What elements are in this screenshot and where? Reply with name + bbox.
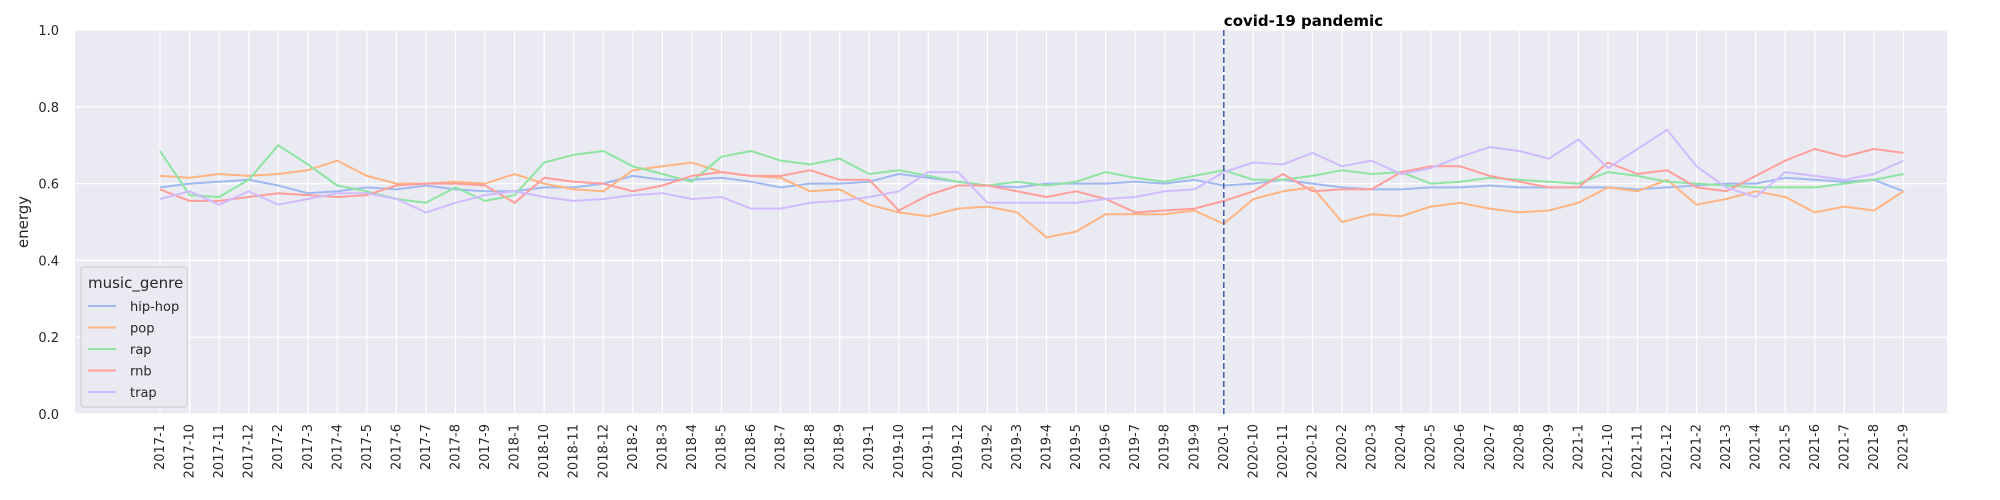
legend-box [80,266,188,408]
x-tick-label: 2019-5 [1069,424,1084,470]
x-tick-label: 2020-10 [1246,424,1261,478]
x-tick-label: 2018-11 [567,424,582,478]
x-tick-label: 2021-1 [1571,424,1586,470]
x-tick-label: 2019-10 [892,424,907,478]
legend-label-hip-hop: hip-hop [130,300,179,315]
x-tick-label: 2019-8 [1158,424,1173,470]
x-tick-label: 2018-10 [537,424,552,478]
y-tick-label: 0.4 [38,254,59,269]
x-ticks: 2017-1 2017-10 2017-11 2017-12 2017-2 2017-3 2… [153,424,1911,478]
x-tick-label: 2021-6 [1808,424,1823,470]
legend: music_genre hip-hop pop rap rnb trap [80,266,188,408]
x-tick-label: 2017-12 [242,424,257,478]
y-tick-label: 1.0 [38,24,59,39]
x-tick-label: 2019-6 [1099,424,1114,470]
legend-label-rap: rap [130,343,152,358]
x-tick-label: 2019-1 [862,424,877,470]
x-tick-label: 2020-11 [1276,424,1291,478]
plot-background [75,30,1947,414]
legend-label-rnb: rnb [130,365,152,380]
x-tick-label: 2017-10 [183,424,198,478]
x-tick-label: 2017-3 [301,424,316,470]
x-tick-label: 2021-7 [1837,424,1852,470]
x-tick-label: 2017-1 [153,424,168,470]
series-lines [159,128,1905,239]
x-tick-label: 2017-8 [449,424,464,470]
x-tick-label: 2021-11 [1631,424,1646,478]
x-tick-label: 2020-8 [1512,424,1527,470]
x-tick-label: 2019-4 [1040,424,1055,470]
legend-label-trap: trap [130,386,157,401]
y-tick-label: 0.6 [38,178,59,193]
y-ticks: 0.0 0.2 0.4 0.6 0.8 1.0 [38,24,59,423]
x-tick-label: 2018-5 [714,424,729,470]
y-tick-label: 0.2 [38,331,59,346]
x-tick-label: 2021-5 [1778,424,1793,470]
x-tick-label: 2019-2 [980,424,995,470]
x-tick-label: 2017-11 [212,424,227,478]
x-tick-label: 2018-9 [833,424,848,470]
x-tick-label: 2019-11 [921,424,936,478]
series-line-pop [159,159,1905,239]
x-tick-label: 2020-6 [1453,424,1468,470]
x-tick-label: 2021-10 [1601,424,1616,478]
x-tick-label: 2018-12 [596,424,611,478]
x-tick-label: 2020-12 [1305,424,1320,478]
x-tick-label: 2017-6 [389,424,404,470]
x-tick-label: 2017-9 [478,424,493,470]
x-tick-label: 2018-8 [803,424,818,470]
legend-title: music_genre [88,274,183,293]
x-tick-label: 2019-3 [1010,424,1025,470]
x-tick-label: 2019-7 [1128,424,1143,470]
x-tick-label: 2020-4 [1394,424,1409,470]
x-tick-label: 2021-9 [1896,424,1911,470]
x-tick-label: 2021-12 [1660,424,1675,478]
x-tick-label: 2017-4 [330,424,345,470]
x-tick-label: 2021-3 [1719,424,1734,470]
series-line-rap [159,144,1904,204]
x-tick-label: 2021-8 [1867,424,1882,470]
x-tick-label: 2020-9 [1542,424,1557,470]
x-tick-label: 2018-6 [744,424,759,470]
x-tick-label: 2018-7 [774,424,789,470]
grid [75,29,1947,415]
x-tick-label: 2019-9 [1187,424,1202,470]
x-tick-label: 2020-1 [1217,424,1232,470]
x-tick-label: 2018-1 [508,424,523,470]
x-tick-label: 2020-7 [1483,424,1498,470]
legend-label-pop: pop [130,322,154,337]
covid-annotation: covid-19 pandemic [1224,12,1383,30]
x-tick-label: 2020-2 [1335,424,1350,470]
x-tick-label: 2021-2 [1690,424,1705,470]
x-tick-label: 2020-3 [1365,424,1380,470]
x-tick-label: 2017-7 [419,424,434,470]
x-tick-label: 2017-2 [271,424,286,470]
x-tick-label: 2017-5 [360,424,375,470]
y-tick-label: 0.0 [38,408,59,423]
x-tick-label: 2018-3 [655,424,670,470]
x-tick-label: 2018-2 [626,424,641,470]
y-axis-label: energy [14,196,32,248]
y-tick-label: 0.8 [38,101,59,116]
x-tick-label: 2020-5 [1424,424,1439,470]
x-tick-label: 2021-4 [1749,424,1764,470]
series-line-trap [159,128,1904,214]
x-tick-label: 2018-4 [685,424,700,470]
x-tick-label: 2019-12 [951,424,966,478]
